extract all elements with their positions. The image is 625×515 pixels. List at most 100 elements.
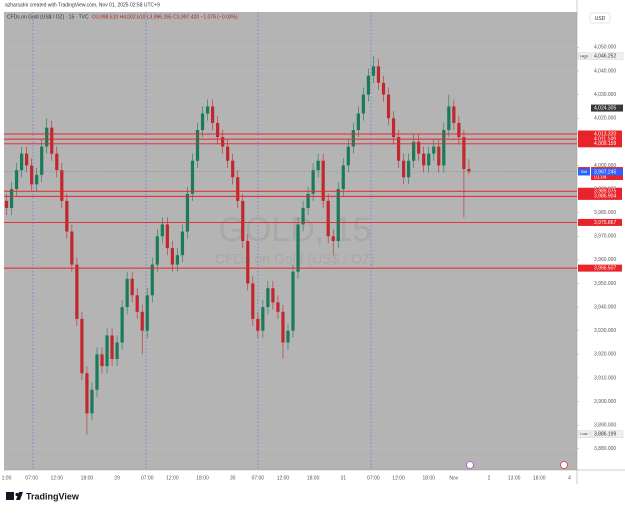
candle-body bbox=[316, 160, 320, 171]
candle-body bbox=[386, 94, 391, 119]
currency[interactable]: USD bbox=[595, 16, 606, 22]
x-tick-label: 18:00 bbox=[422, 475, 435, 481]
level-tag bbox=[578, 218, 622, 226]
y-tick-label: 3,970.000 bbox=[594, 234, 616, 240]
level-label: 3,975.867 bbox=[594, 220, 616, 226]
level-label: 3,986.904 bbox=[594, 194, 616, 200]
price-tag bbox=[591, 168, 623, 176]
x-tick-label: 07:00 bbox=[367, 475, 380, 481]
y-tick-label: 3,880.000 bbox=[594, 446, 616, 452]
candle-body bbox=[366, 75, 371, 95]
candle-body bbox=[291, 271, 295, 331]
candle-body bbox=[407, 160, 411, 178]
y-tick-label: 4,000.000 bbox=[594, 163, 616, 169]
level-label: 3,989.075 bbox=[594, 189, 616, 195]
candle-body bbox=[321, 160, 325, 201]
candle-body bbox=[281, 311, 285, 343]
candle-body bbox=[14, 170, 19, 190]
x-tick-label: 30 bbox=[230, 475, 236, 481]
candle-body bbox=[261, 307, 265, 331]
currency-box[interactable] bbox=[589, 12, 611, 24]
event-icon[interactable] bbox=[560, 461, 568, 469]
x-tick-label: 13:00 bbox=[508, 475, 521, 481]
x-tick-label: 18:00 bbox=[307, 475, 320, 481]
candle-body bbox=[75, 264, 79, 319]
price-tag bbox=[591, 104, 623, 112]
candle-body bbox=[120, 307, 124, 343]
watermark-description: CFDs on Gold (US$ / OZ) bbox=[215, 251, 375, 267]
y-tick-label: 4,030.000 bbox=[594, 92, 616, 98]
candle-body bbox=[80, 318, 84, 374]
candle-body bbox=[155, 236, 159, 265]
candle-body bbox=[105, 335, 109, 367]
candle-body bbox=[236, 177, 240, 201]
y-tick-label: 3,980.000 bbox=[594, 210, 616, 216]
candle-body bbox=[180, 231, 185, 256]
candle-body bbox=[150, 264, 154, 296]
candle-body bbox=[35, 174, 39, 185]
candle-body bbox=[427, 153, 431, 166]
candle-body bbox=[70, 231, 74, 265]
level-tag bbox=[578, 264, 622, 272]
x-tick-label: 31 bbox=[340, 475, 346, 481]
candle-body bbox=[351, 130, 355, 147]
x-tick-label: 29 bbox=[114, 475, 120, 481]
level-tag bbox=[578, 192, 622, 200]
candle-body bbox=[175, 255, 180, 265]
candle-body bbox=[125, 278, 129, 308]
ohlc: O3,998.510 H4,002.610 L3,996.265 C3,997.… bbox=[92, 14, 238, 20]
candle-body bbox=[145, 295, 149, 331]
price-tag-name: Low bbox=[580, 431, 587, 436]
x-tick-label: Nov bbox=[449, 475, 458, 481]
candle-body bbox=[306, 193, 310, 208]
legend: CFDs on Gold (US$ / OZ) · 15 · TVC bbox=[7, 14, 89, 20]
x-tick-label: 2 bbox=[488, 475, 491, 481]
candle-body bbox=[45, 127, 49, 147]
candle-body bbox=[241, 200, 245, 241]
price-tag-value: 4,024.305 bbox=[594, 105, 616, 111]
x-tick-label: 07:00 bbox=[141, 475, 154, 481]
candle-body bbox=[326, 200, 330, 237]
price-tag-value: 4,046.252 bbox=[594, 54, 616, 60]
candle-body bbox=[165, 224, 169, 249]
candle-body bbox=[301, 207, 305, 225]
x-tick-label: 18:00 bbox=[81, 475, 94, 481]
candle-body bbox=[432, 146, 436, 154]
brand: TradingView bbox=[26, 491, 80, 501]
candle-body bbox=[462, 137, 466, 169]
candle-body bbox=[140, 311, 144, 331]
candle-body bbox=[160, 224, 164, 237]
candle-body bbox=[135, 295, 139, 312]
candle-body bbox=[371, 66, 376, 76]
candle-body bbox=[412, 141, 416, 161]
candle-body bbox=[9, 189, 14, 208]
candle-body bbox=[246, 241, 250, 284]
candle-body bbox=[40, 146, 44, 175]
y-tick-label: 4,050.000 bbox=[594, 45, 616, 51]
price-tag-name-box bbox=[577, 430, 591, 438]
candle-body bbox=[200, 113, 205, 131]
x-tick-label: 12:00 bbox=[392, 475, 405, 481]
credit: azharsahir created with TradingView.com,… bbox=[5, 2, 160, 8]
candle-body bbox=[422, 153, 426, 166]
candle-body bbox=[85, 373, 89, 414]
level-label: 4,009.159 bbox=[594, 141, 616, 147]
y-tick-label: 3,960.000 bbox=[594, 257, 616, 263]
candle-body bbox=[376, 66, 381, 83]
y-tick-label: 4,020.000 bbox=[594, 116, 616, 122]
candle-body bbox=[452, 106, 456, 123]
price-tag-value: 3,997.245 bbox=[594, 169, 616, 175]
candle-body bbox=[417, 141, 421, 154]
candle-body bbox=[90, 389, 94, 414]
candle-body bbox=[346, 146, 350, 166]
candle-body bbox=[401, 160, 406, 178]
candle-body bbox=[226, 146, 230, 161]
level-tag bbox=[578, 140, 622, 148]
x-tick-label: 12:00 bbox=[166, 475, 179, 481]
y-tick-label: 4,040.000 bbox=[594, 68, 616, 74]
event-icon[interactable] bbox=[466, 461, 474, 469]
price-tag-name-box bbox=[577, 52, 591, 60]
level-tag bbox=[578, 130, 622, 138]
candle-body bbox=[25, 153, 29, 166]
